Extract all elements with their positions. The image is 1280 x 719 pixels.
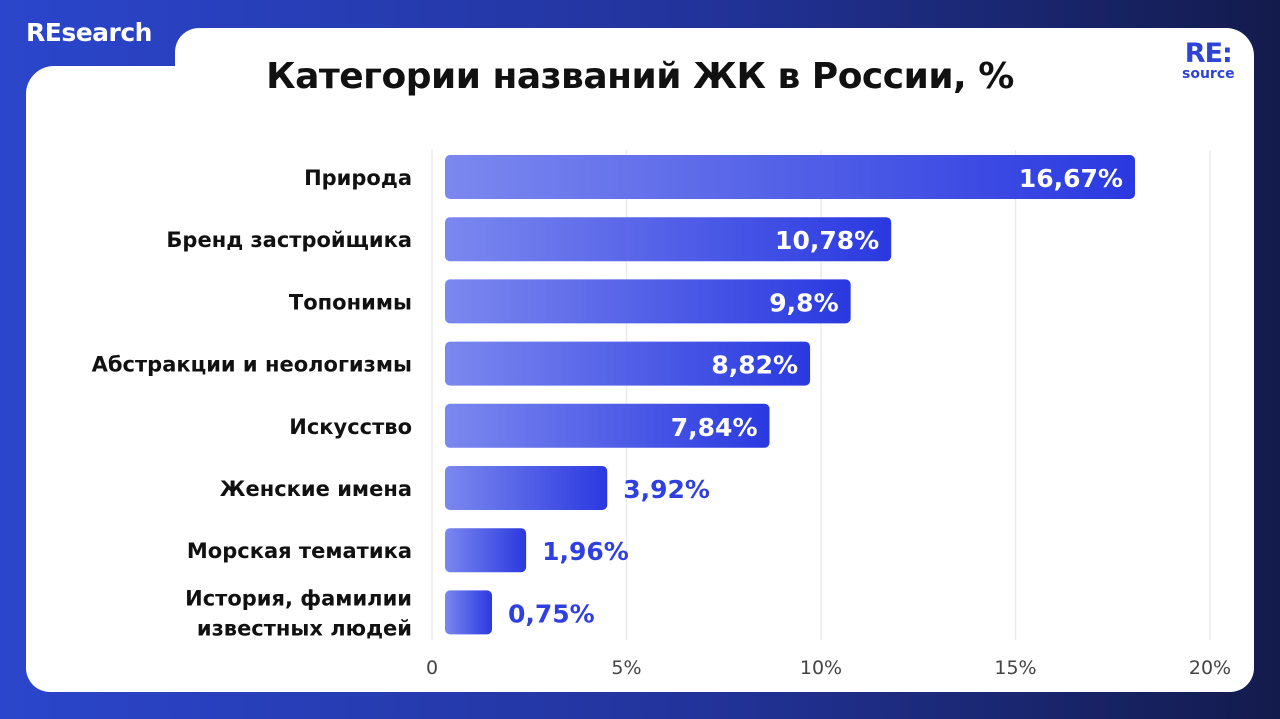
bar [445,155,1135,199]
value-label: 9,8% [769,288,838,317]
category-label: Искусство [289,415,412,439]
x-tick-label: 5% [611,657,641,679]
value-label: 16,67% [1019,164,1123,193]
logo-sub: source [1182,66,1235,82]
category-label: Женские имена [220,477,412,501]
category-label: Бренд застройщика [166,228,412,252]
value-label: 10,78% [775,226,879,255]
bar [445,279,851,324]
brand-label: REsearch [26,18,152,47]
category-label: Природа [304,166,412,190]
logo: RE: source [1182,40,1235,81]
value-label: 0,75% [508,599,595,628]
chart-title: Категории названий ЖК в России, % [266,56,1014,97]
category-label: Абстракции и неологизмы [92,353,412,377]
bar [445,590,492,635]
x-tick-label: 10% [800,657,842,679]
x-tick-label: 15% [994,657,1036,679]
category-label: Топонимы [289,290,412,314]
category-label: известных людей [197,616,412,640]
bar [445,466,608,510]
bar [445,341,811,386]
value-label: 8,82% [711,351,798,380]
x-tick-label: 20% [1189,657,1231,679]
value-label: 3,92% [623,475,710,504]
bar [445,217,892,262]
category-label: Морская тематика [187,539,412,563]
x-tick-label: 0 [426,657,438,679]
category-label: История, фамилии [185,586,412,610]
logo-main: RE: [1184,38,1233,69]
bar [445,528,527,573]
value-label: 7,84% [671,413,758,442]
value-label: 1,96% [542,537,629,566]
bar [445,403,770,448]
